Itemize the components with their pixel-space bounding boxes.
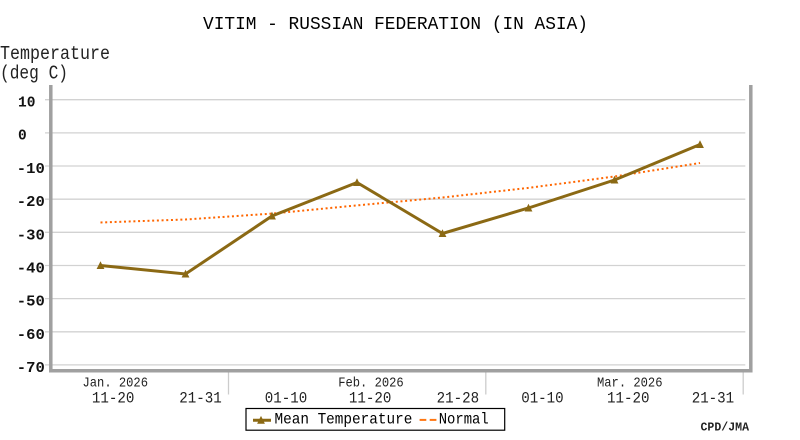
svg-text:-70: -70 [17,361,45,377]
svg-text:CPD/JMA: CPD/JMA [701,422,750,435]
svg-text:01-10: 01-10 [521,390,564,408]
svg-text:21-28: 21-28 [437,390,480,408]
svg-text:11-20: 11-20 [607,390,650,408]
svg-text:0: 0 [18,129,27,145]
svg-text:(deg C): (deg C) [0,63,68,85]
svg-text:-20: -20 [17,195,45,211]
svg-text:Mean Temperature: Mean Temperature [275,411,413,429]
svg-text:21-31: 21-31 [692,390,735,408]
svg-text:-40: -40 [17,262,45,278]
svg-text:VITIM - RUSSIAN FEDERATION (IN: VITIM - RUSSIAN FEDERATION (IN ASIA) [203,14,588,35]
svg-text:11-20: 11-20 [349,390,392,408]
svg-text:Normal: Normal [439,411,489,429]
svg-text:21-31: 21-31 [179,390,222,408]
svg-text:Jan. 2026: Jan. 2026 [83,375,149,391]
svg-text:-50: -50 [17,295,45,311]
svg-text:Temperature: Temperature [0,43,110,65]
svg-text:01-10: 01-10 [265,390,308,408]
svg-text:-60: -60 [17,328,45,344]
svg-text:-10: -10 [17,162,45,178]
svg-text:Mar. 2026: Mar. 2026 [597,375,663,391]
svg-text:-30: -30 [17,228,45,244]
svg-text:Feb. 2026: Feb. 2026 [338,375,404,391]
svg-text:10: 10 [18,96,35,112]
svg-text:11-20: 11-20 [92,390,134,408]
